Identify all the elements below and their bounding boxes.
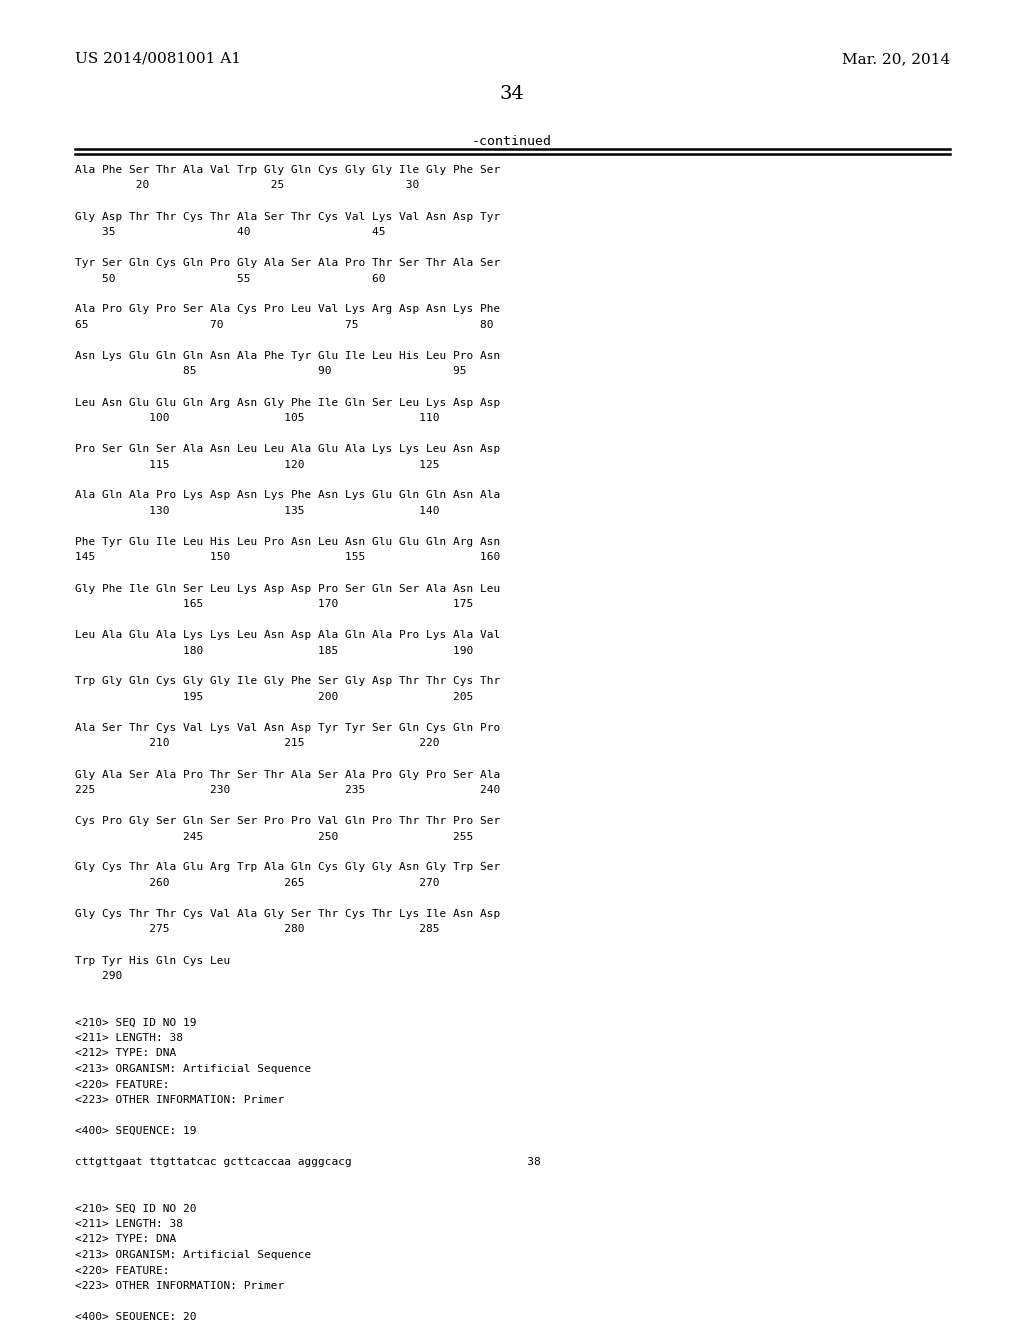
Text: 145                 150                 155                 160: 145 150 155 160 [75, 553, 501, 562]
Text: <212> TYPE: DNA: <212> TYPE: DNA [75, 1234, 176, 1245]
Text: <210> SEQ ID NO 20: <210> SEQ ID NO 20 [75, 1204, 197, 1213]
Text: Phe Tyr Glu Ile Leu His Leu Pro Asn Leu Asn Glu Glu Gln Arg Asn: Phe Tyr Glu Ile Leu His Leu Pro Asn Leu … [75, 537, 501, 546]
Text: 20                  25                  30: 20 25 30 [75, 181, 419, 190]
Text: 115                 120                 125: 115 120 125 [75, 459, 439, 470]
Text: 130                 135                 140: 130 135 140 [75, 506, 439, 516]
Text: Cys Pro Gly Ser Gln Ser Ser Pro Pro Val Gln Pro Thr Thr Pro Ser: Cys Pro Gly Ser Gln Ser Ser Pro Pro Val … [75, 816, 501, 826]
Text: 34: 34 [500, 84, 524, 103]
Text: Gly Cys Thr Ala Glu Arg Trp Ala Gln Cys Gly Gly Asn Gly Trp Ser: Gly Cys Thr Ala Glu Arg Trp Ala Gln Cys … [75, 862, 501, 873]
Text: US 2014/0081001 A1: US 2014/0081001 A1 [75, 51, 241, 66]
Text: Leu Asn Glu Glu Gln Arg Asn Gly Phe Ile Gln Ser Leu Lys Asp Asp: Leu Asn Glu Glu Gln Arg Asn Gly Phe Ile … [75, 397, 501, 408]
Text: 50                  55                  60: 50 55 60 [75, 273, 385, 284]
Text: 100                 105                 110: 100 105 110 [75, 413, 439, 422]
Text: <400> SEQUENCE: 20: <400> SEQUENCE: 20 [75, 1312, 197, 1320]
Text: Tyr Ser Gln Cys Gln Pro Gly Ala Ser Ala Pro Thr Ser Thr Ala Ser: Tyr Ser Gln Cys Gln Pro Gly Ala Ser Ala … [75, 257, 501, 268]
Text: 260                 265                 270: 260 265 270 [75, 878, 439, 888]
Text: <220> FEATURE:: <220> FEATURE: [75, 1080, 170, 1089]
Text: Trp Gly Gln Cys Gly Gly Ile Gly Phe Ser Gly Asp Thr Thr Cys Thr: Trp Gly Gln Cys Gly Gly Ile Gly Phe Ser … [75, 676, 501, 686]
Text: Ala Ser Thr Cys Val Lys Val Asn Asp Tyr Tyr Ser Gln Cys Gln Pro: Ala Ser Thr Cys Val Lys Val Asn Asp Tyr … [75, 723, 501, 733]
Text: <223> OTHER INFORMATION: Primer: <223> OTHER INFORMATION: Primer [75, 1280, 285, 1291]
Text: 35                  40                  45: 35 40 45 [75, 227, 385, 238]
Text: 290: 290 [75, 972, 122, 981]
Text: <223> OTHER INFORMATION: Primer: <223> OTHER INFORMATION: Primer [75, 1096, 285, 1105]
Text: Ala Phe Ser Thr Ala Val Trp Gly Gln Cys Gly Gly Ile Gly Phe Ser: Ala Phe Ser Thr Ala Val Trp Gly Gln Cys … [75, 165, 501, 176]
Text: Trp Tyr His Gln Cys Leu: Trp Tyr His Gln Cys Leu [75, 956, 230, 965]
Text: <400> SEQUENCE: 19: <400> SEQUENCE: 19 [75, 1126, 197, 1137]
Text: cttgttgaat ttgttatcac gcttcaccaa agggcacg                          38: cttgttgaat ttgttatcac gcttcaccaa agggcac… [75, 1158, 541, 1167]
Text: Ala Pro Gly Pro Ser Ala Cys Pro Leu Val Lys Arg Asp Asn Lys Phe: Ala Pro Gly Pro Ser Ala Cys Pro Leu Val … [75, 305, 501, 314]
Text: -continued: -continued [472, 135, 552, 148]
Text: Pro Ser Gln Ser Ala Asn Leu Leu Ala Glu Ala Lys Lys Leu Asn Asp: Pro Ser Gln Ser Ala Asn Leu Leu Ala Glu … [75, 444, 501, 454]
Text: 180                 185                 190: 180 185 190 [75, 645, 473, 656]
Text: 225                 230                 235                 240: 225 230 235 240 [75, 785, 501, 795]
Text: 210                 215                 220: 210 215 220 [75, 738, 439, 748]
Text: <213> ORGANISM: Artificial Sequence: <213> ORGANISM: Artificial Sequence [75, 1064, 311, 1074]
Text: Gly Asp Thr Thr Cys Thr Ala Ser Thr Cys Val Lys Val Asn Asp Tyr: Gly Asp Thr Thr Cys Thr Ala Ser Thr Cys … [75, 211, 501, 222]
Text: <212> TYPE: DNA: <212> TYPE: DNA [75, 1048, 176, 1059]
Text: Ala Gln Ala Pro Lys Asp Asn Lys Phe Asn Lys Glu Gln Gln Asn Ala: Ala Gln Ala Pro Lys Asp Asn Lys Phe Asn … [75, 491, 501, 500]
Text: 65                  70                  75                  80: 65 70 75 80 [75, 319, 494, 330]
Text: 275                 280                 285: 275 280 285 [75, 924, 439, 935]
Text: Asn Lys Glu Gln Gln Asn Ala Phe Tyr Glu Ile Leu His Leu Pro Asn: Asn Lys Glu Gln Gln Asn Ala Phe Tyr Glu … [75, 351, 501, 360]
Text: Leu Ala Glu Ala Lys Lys Leu Asn Asp Ala Gln Ala Pro Lys Ala Val: Leu Ala Glu Ala Lys Lys Leu Asn Asp Ala … [75, 630, 501, 640]
Text: <211> LENGTH: 38: <211> LENGTH: 38 [75, 1218, 183, 1229]
Text: 195                 200                 205: 195 200 205 [75, 692, 473, 702]
Text: Mar. 20, 2014: Mar. 20, 2014 [842, 51, 950, 66]
Text: Gly Ala Ser Ala Pro Thr Ser Thr Ala Ser Ala Pro Gly Pro Ser Ala: Gly Ala Ser Ala Pro Thr Ser Thr Ala Ser … [75, 770, 501, 780]
Text: Gly Phe Ile Gln Ser Leu Lys Asp Asp Pro Ser Gln Ser Ala Asn Leu: Gly Phe Ile Gln Ser Leu Lys Asp Asp Pro … [75, 583, 501, 594]
Text: 85                  90                  95: 85 90 95 [75, 367, 467, 376]
Text: 165                 170                 175: 165 170 175 [75, 599, 473, 609]
Text: <210> SEQ ID NO 19: <210> SEQ ID NO 19 [75, 1018, 197, 1027]
Text: Gly Cys Thr Thr Cys Val Ala Gly Ser Thr Cys Thr Lys Ile Asn Asp: Gly Cys Thr Thr Cys Val Ala Gly Ser Thr … [75, 909, 501, 919]
Text: <211> LENGTH: 38: <211> LENGTH: 38 [75, 1034, 183, 1043]
Text: 245                 250                 255: 245 250 255 [75, 832, 473, 842]
Text: <213> ORGANISM: Artificial Sequence: <213> ORGANISM: Artificial Sequence [75, 1250, 311, 1261]
Text: <220> FEATURE:: <220> FEATURE: [75, 1266, 170, 1275]
